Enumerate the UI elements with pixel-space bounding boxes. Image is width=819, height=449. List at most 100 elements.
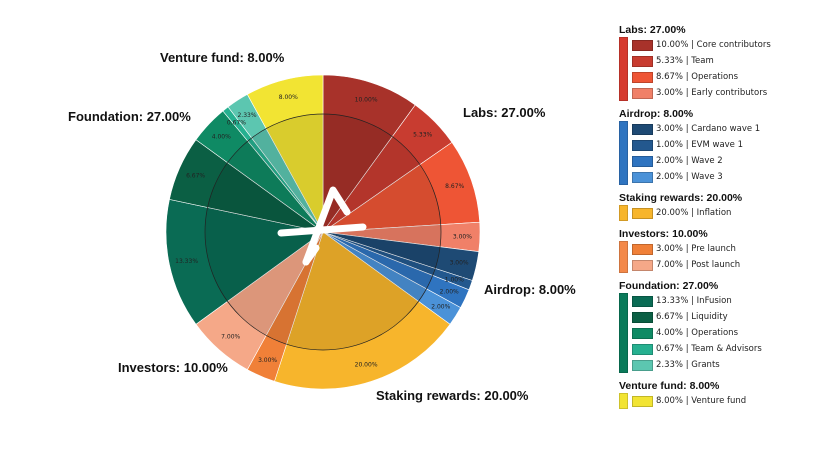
- legend-group-foundation: Foundation: 27.00% 13.33% | InFusion 6.67%…: [619, 280, 814, 373]
- slice-labels: 10.00% 5.33% 8.67% 3.00% 3.00% 1.00% 2.00% 2.00…: [175, 94, 472, 369]
- legend-item-label: 2.33% | Grants: [656, 360, 720, 370]
- legend-swatch: [632, 343, 653, 355]
- legend-title-venture-fund: Venture fund: 8.00%: [619, 380, 720, 392]
- legend-item: 2.00% | Wave 2: [632, 153, 814, 169]
- legend-item: 3.00% | Pre launch: [632, 241, 814, 257]
- legend-item-label: 13.33% | InFusion: [656, 296, 732, 306]
- legend-item-label: 8.00% | Venture fund: [656, 396, 747, 406]
- slice-label-labs-4: 3.00%: [453, 233, 472, 240]
- legend-title-foundation: Foundation: 27.00%: [619, 280, 719, 292]
- legend-item: 3.00% | Cardano wave 1: [632, 121, 814, 137]
- slice-label-investors-2: 7.00%: [221, 334, 240, 341]
- group-label-foundation: Foundation: 27.00%: [68, 109, 191, 124]
- group-labels: Labs: 27.00% Airdrop: 8.00% Staking reward…: [68, 50, 576, 403]
- legend-item: 8.67% | Operations: [632, 69, 814, 85]
- slice-label-foundation-1: 13.33%: [175, 258, 198, 265]
- inner-ring-outline: [204, 113, 442, 351]
- legend-item: 6.67% | Liquidity: [632, 309, 814, 325]
- slice-label-foundation-4: 0.67%: [227, 120, 246, 127]
- legend: Labs: 27.00% 10.00% | Core contributors 5.…: [619, 24, 814, 416]
- legend-item-label: 20.00% | Inflation: [656, 208, 732, 218]
- legend-swatch: [632, 327, 653, 339]
- legend-item-label: 6.67% | Liquidity: [656, 312, 728, 322]
- legend-item-label: 10.00% | Core contributors: [656, 40, 771, 50]
- legend-item-label: 3.00% | Pre launch: [656, 244, 736, 254]
- legend-group-swatch-venture-fund: [619, 393, 628, 409]
- legend-group-swatch-investors: [619, 241, 628, 273]
- legend-title-labs: Labs: 27.00%: [619, 24, 686, 36]
- legend-item: 2.33% | Grants: [632, 357, 814, 373]
- legend-item: 10.00% | Core contributors: [632, 37, 814, 53]
- legend-item: 1.00% | EVM wave 1: [632, 137, 814, 153]
- slice-label-foundation-3: 4.00%: [212, 134, 231, 141]
- legend-title-staking-rewards: Staking rewards: 20.00%: [619, 192, 743, 204]
- legend-group-swatch-staking-rewards: [619, 205, 628, 221]
- legend-item-label: 5.33% | Team: [656, 56, 714, 66]
- slice-label-airdrop-3: 2.00%: [440, 288, 459, 295]
- legend-group-labs: Labs: 27.00% 10.00% | Core contributors 5.…: [619, 24, 814, 101]
- legend-swatch: [632, 155, 653, 167]
- legend-swatch: [632, 243, 653, 255]
- legend-group-airdrop: Airdrop: 8.00% 3.00% | Cardano wave 1 1.00…: [619, 108, 814, 185]
- legend-swatch: [632, 123, 653, 135]
- legend-item-label: 0.67% | Team & Advisors: [656, 344, 762, 354]
- legend-item-label: 7.00% | Post launch: [656, 260, 741, 270]
- legend-group-investors: Investors: 10.00% 3.00% | Pre launch 7.00%…: [619, 228, 814, 273]
- slice-label-foundation-2: 6.67%: [186, 172, 205, 179]
- slice-label-labs-2: 5.33%: [413, 131, 432, 138]
- legend-swatch: [632, 395, 653, 407]
- slice-label-venture-fund-1: 8.00%: [279, 94, 298, 101]
- legend-item: 8.00% | Venture fund: [632, 393, 814, 409]
- legend-group-swatch-airdrop: [619, 121, 628, 185]
- slice-label-foundation-5: 2.33%: [237, 112, 256, 119]
- slice-label-investors-1: 3.00%: [258, 357, 277, 364]
- slice-labs-3: [321, 141, 481, 233]
- legend-swatch: [632, 39, 653, 51]
- legend-item-label: 3.00% | Early contributors: [656, 88, 768, 98]
- legend-item-label: 8.67% | Operations: [656, 72, 738, 82]
- legend-group-swatch-foundation: [619, 293, 628, 373]
- slice-label-staking-rewards-1: 20.00%: [355, 362, 378, 369]
- group-label-labs: Labs: 27.00%: [463, 105, 546, 120]
- slice-label-airdrop-1: 3.00%: [450, 259, 469, 266]
- legend-group-swatch-labs: [619, 37, 628, 101]
- legend-group-venture-fund: Venture fund: 8.00% 8.00% | Venture fund: [619, 380, 814, 409]
- legend-item-label: 4.00% | Operations: [656, 328, 738, 338]
- slice-label-labs-1: 10.00%: [355, 96, 378, 103]
- legend-item-label: 2.00% | Wave 2: [656, 156, 723, 166]
- legend-swatch: [632, 55, 653, 67]
- legend-title-airdrop: Airdrop: 8.00%: [619, 108, 694, 120]
- slice-label-airdrop-4: 2.00%: [431, 304, 450, 311]
- legend-swatch: [632, 359, 653, 371]
- legend-item-label: 1.00% | EVM wave 1: [656, 140, 744, 150]
- legend-item: 4.00% | Operations: [632, 325, 814, 341]
- legend-item: 0.67% | Team & Advisors: [632, 341, 814, 357]
- legend-item-label: 3.00% | Cardano wave 1: [656, 124, 761, 134]
- legend-item: 5.33% | Team: [632, 53, 814, 69]
- group-label-staking-rewards: Staking rewards: 20.00%: [376, 388, 529, 403]
- legend-item-label: 2.00% | Wave 3: [656, 172, 723, 182]
- slice-venture-fund-1: [246, 74, 324, 233]
- group-label-airdrop: Airdrop: 8.00%: [484, 282, 576, 297]
- slice-labs-1: [322, 74, 416, 233]
- legend-swatch: [632, 87, 653, 99]
- legend-swatch: [632, 71, 653, 83]
- legend-title-investors: Investors: 10.00%: [619, 228, 708, 240]
- legend-swatch: [632, 259, 653, 271]
- legend-group-staking-rewards: Staking rewards: 20.00% 20.00% | Inflatio…: [619, 192, 814, 221]
- group-label-investors: Investors: 10.00%: [118, 360, 228, 375]
- legend-item: 3.00% | Early contributors: [632, 85, 814, 101]
- legend-swatch: [632, 207, 653, 219]
- legend-item: 7.00% | Post launch: [632, 257, 814, 273]
- legend-item: 13.33% | InFusion: [632, 293, 814, 309]
- legend-swatch: [632, 311, 653, 323]
- legend-swatch: [632, 139, 653, 151]
- slice-label-labs-3: 8.67%: [445, 183, 464, 190]
- legend-swatch: [632, 295, 653, 307]
- slice-label-airdrop-2: 1.00%: [445, 276, 464, 283]
- brand-logo-mark: [277, 186, 367, 266]
- group-label-venture-fund: Venture fund: 8.00%: [160, 50, 285, 65]
- legend-swatch: [632, 171, 653, 183]
- legend-item: 2.00% | Wave 3: [632, 169, 814, 185]
